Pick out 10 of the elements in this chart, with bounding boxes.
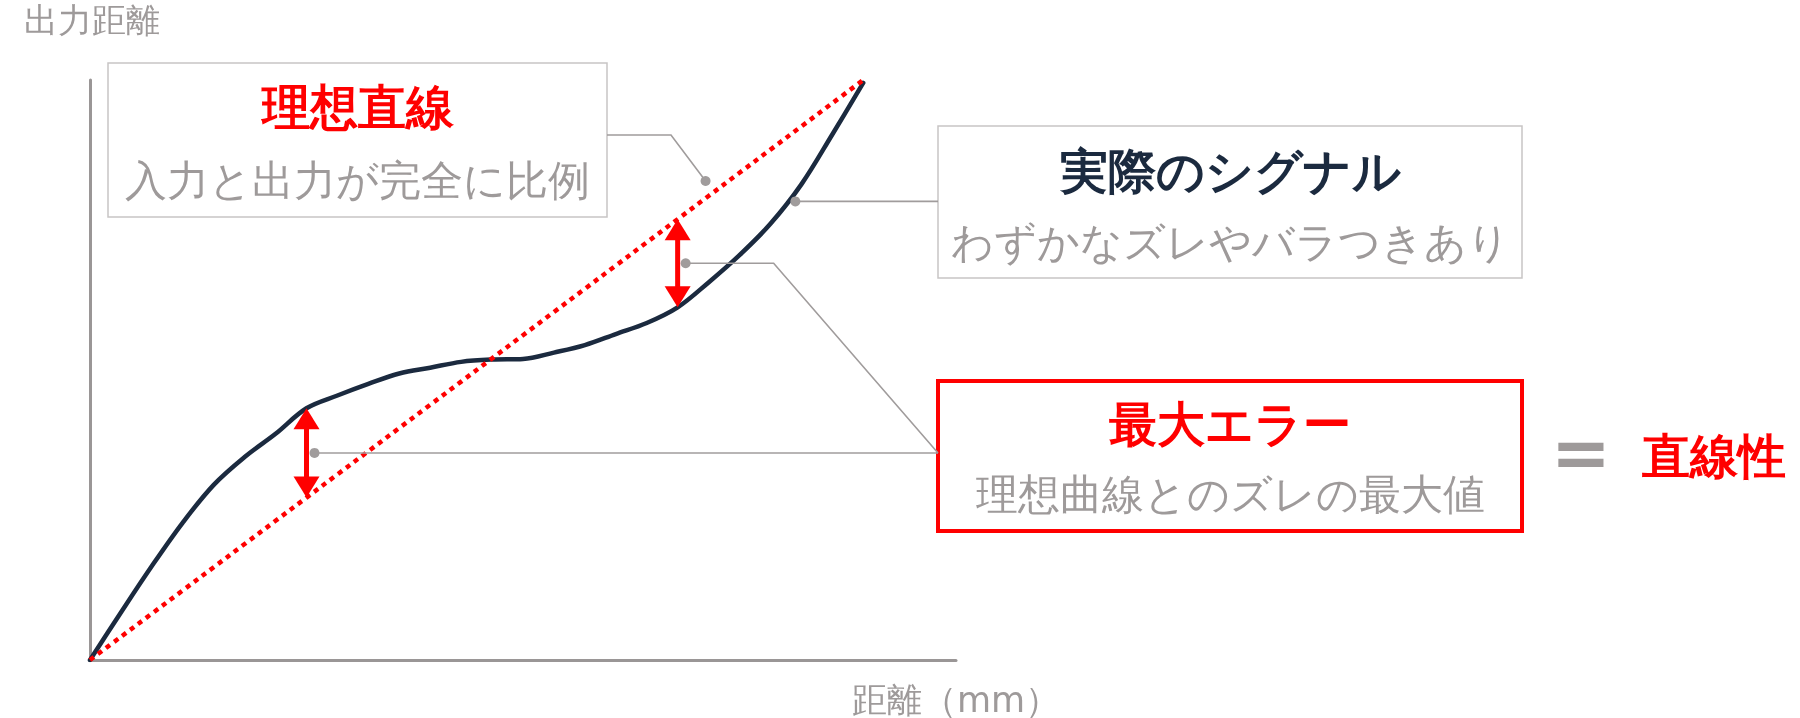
text: 理想直線 (259, 79, 455, 135)
x-axis-title: 距離（mm） (852, 680, 1061, 718)
text: = (1550, 410, 1612, 494)
text: 直線性 (1641, 428, 1786, 484)
text: 理想曲線とのズレの最大値 (975, 469, 1485, 519)
text: 実際のシグナル (1058, 143, 1401, 199)
y-axis-title: 出力距離 (24, 0, 160, 40)
annotation: わずかなズレやバラつきあり (950, 217, 1510, 267)
annotation: 入力と出力が完全に比例 (125, 155, 590, 205)
text: 最大エラー (1109, 396, 1351, 452)
